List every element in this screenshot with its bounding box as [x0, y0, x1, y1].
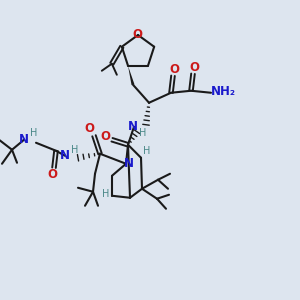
Text: N: N	[128, 120, 138, 133]
Text: O: O	[100, 130, 110, 143]
Text: N: N	[60, 149, 70, 162]
Text: O: O	[132, 28, 142, 40]
Polygon shape	[128, 66, 134, 85]
Text: O: O	[84, 122, 94, 135]
Text: H: H	[30, 128, 38, 138]
Text: H: H	[71, 145, 79, 155]
Text: N: N	[124, 157, 134, 170]
Text: O: O	[47, 168, 57, 181]
Text: O: O	[189, 61, 199, 74]
Text: N: N	[19, 133, 29, 146]
Text: O: O	[169, 63, 179, 76]
Text: H: H	[139, 128, 147, 138]
Text: H: H	[102, 189, 110, 199]
Text: H: H	[143, 146, 151, 156]
Text: NH₂: NH₂	[211, 85, 236, 98]
